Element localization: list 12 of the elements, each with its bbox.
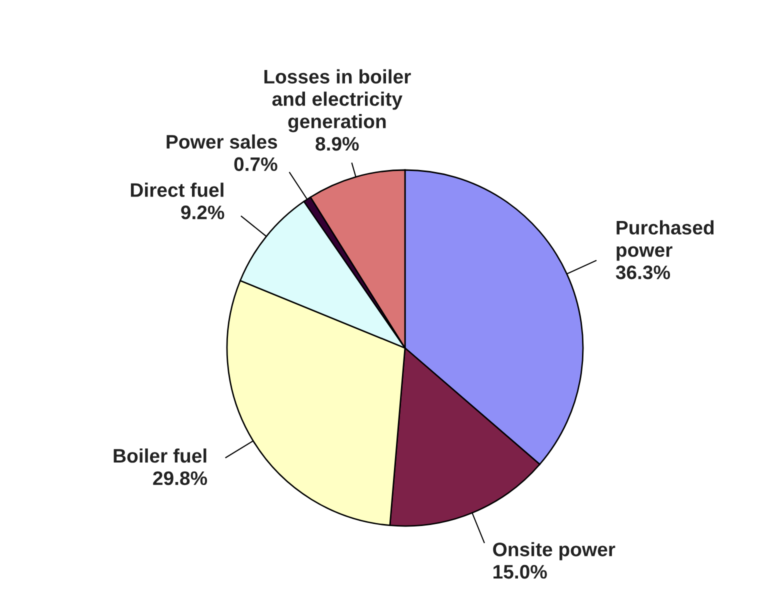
data-label: 9.2% xyxy=(181,206,224,220)
slice-label: Purchased power xyxy=(616,220,714,261)
slice-label: Power sales xyxy=(166,134,278,149)
data-label: 15.0% xyxy=(494,564,547,579)
slice-label: Direct fuel xyxy=(130,182,224,197)
data-label: 36.3% xyxy=(616,265,670,280)
slice-label: Onsite power xyxy=(493,542,616,560)
slice-label: Losses in boiler and electricity generation xyxy=(264,69,411,132)
data-label: 8.9% xyxy=(316,136,359,151)
slice-label: Boiler fuel xyxy=(114,448,206,463)
data-label: 29.8% xyxy=(153,471,208,486)
data-label: 0.7% xyxy=(234,157,278,172)
